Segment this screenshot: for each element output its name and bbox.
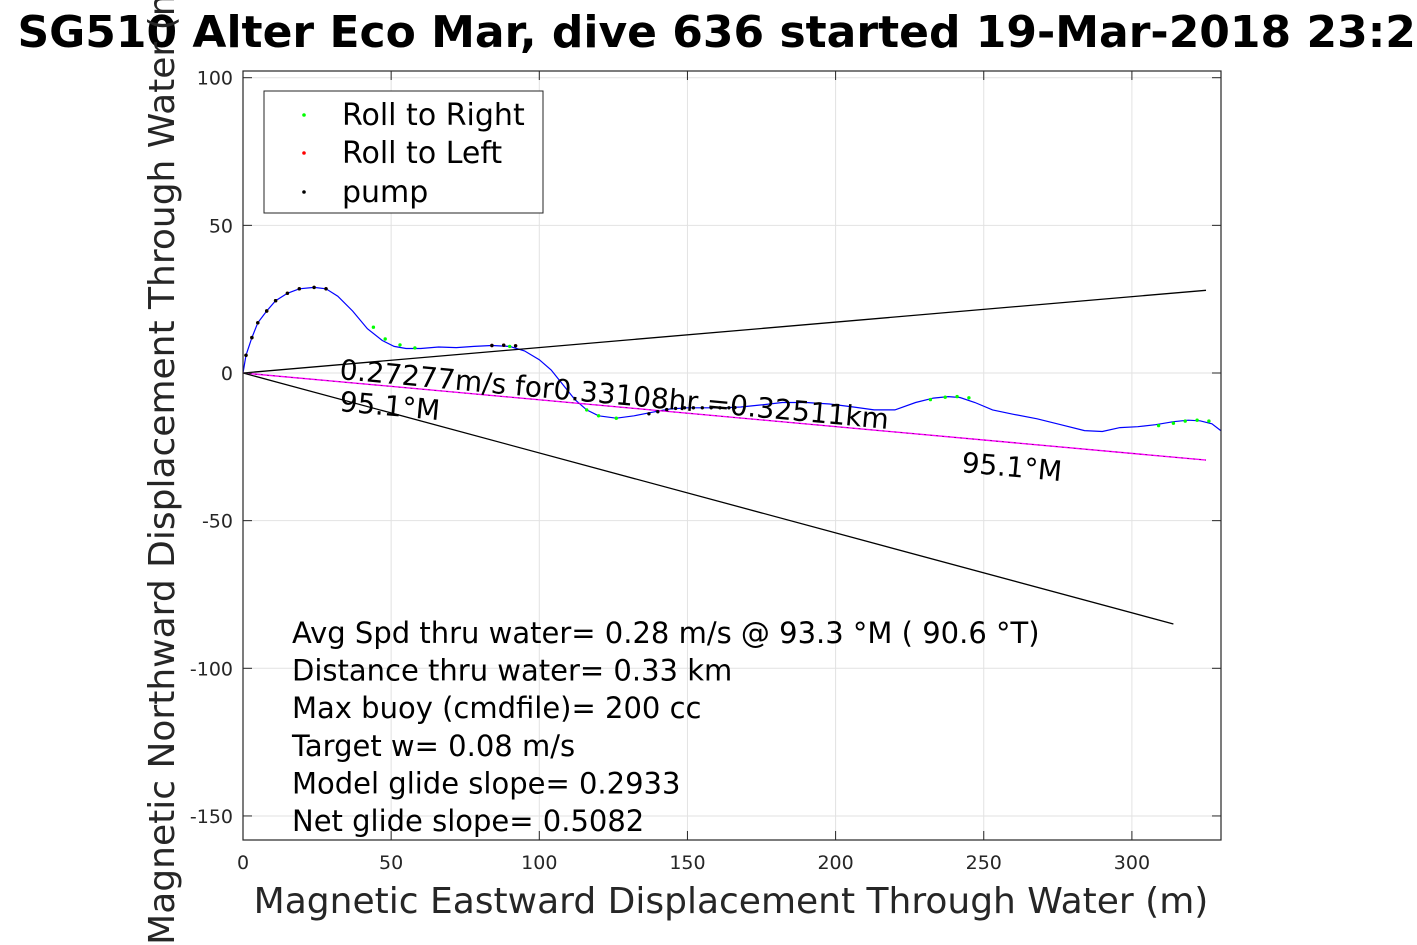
heading-line-overlay <box>243 372 1207 461</box>
point-roll-to-right <box>967 396 971 400</box>
stat-line: Net glide slope= 0.5082 <box>292 804 644 838</box>
chart-title: SG510 Alter Eco Mar, dive 636 started 19… <box>17 7 1417 58</box>
legend-marker-roll-left <box>302 151 306 155</box>
point-pump <box>727 406 731 410</box>
point-roll-to-right <box>1156 423 1161 428</box>
x-tick-label: 250 <box>966 852 1002 874</box>
point-roll-to-right <box>1183 419 1187 423</box>
legend-box <box>263 90 544 214</box>
point-pump <box>256 321 260 325</box>
point-pump <box>656 410 660 414</box>
point-pump <box>502 343 506 347</box>
y-tick-label: 0 <box>221 363 233 385</box>
legend-label-roll-right: Roll to Right <box>342 98 525 133</box>
track-line <box>243 286 1221 433</box>
legend: Roll to Right Roll to Left pump <box>263 90 544 214</box>
point-roll-to-right <box>596 414 601 418</box>
x-tick-label: 300 <box>1114 852 1150 874</box>
y-tick-label: -100 <box>190 658 233 680</box>
plot-series <box>243 285 1221 625</box>
point-pump <box>718 406 722 410</box>
y-tick-label: -150 <box>190 806 233 828</box>
plot-frame <box>242 70 1222 841</box>
x-tick-label: 150 <box>669 852 705 874</box>
point-roll-to-right <box>1207 419 1211 423</box>
point-pump <box>273 299 278 303</box>
point-roll-to-right <box>943 395 947 399</box>
point-pump <box>265 309 269 313</box>
x-tick-label: 100 <box>521 852 557 874</box>
legend-marker-roll-right <box>302 113 306 117</box>
point-pump <box>312 285 316 290</box>
point-pump <box>297 287 301 291</box>
point-roll-to-right <box>1171 421 1176 425</box>
legend-label-roll-left: Roll to Left <box>342 136 502 171</box>
point-roll-to-right <box>398 343 402 347</box>
point-pump <box>250 335 254 340</box>
point-pump <box>513 344 518 348</box>
point-roll-to-right <box>928 397 933 402</box>
y-tick-label: 100 <box>197 68 233 90</box>
point-roll-to-right <box>383 337 387 341</box>
stat-line: Max buoy (cmdfile)= 200 cc <box>292 691 701 725</box>
point-pump <box>691 406 696 410</box>
x-tick-label: 0 <box>237 852 249 874</box>
cone-line <box>243 289 1207 374</box>
stat-line: Avg Spd thru water= 0.28 m/s @ 93.3 °M (… <box>292 616 1040 650</box>
point-pump <box>490 343 494 348</box>
stat-line: Distance thru water= 0.33 km <box>292 654 732 688</box>
x-axis-label: Magnetic Eastward Displacement Through W… <box>254 881 1209 922</box>
legend-label-pump: pump <box>342 175 428 210</box>
point-pump <box>244 353 248 357</box>
stat-line: Model glide slope= 0.2933 <box>292 766 680 800</box>
point-pump <box>665 407 669 412</box>
x-tick-label: 50 <box>379 852 403 874</box>
y-axis-label: Magnetic Northward Displacement Through … <box>142 0 183 945</box>
point-pump <box>673 406 678 411</box>
dive-stats-block: Avg Spd thru water= 0.28 m/s @ 93.3 °M (… <box>291 616 1040 838</box>
point-pump <box>682 406 687 410</box>
point-pump <box>733 405 737 410</box>
point-pump <box>709 406 713 410</box>
point-pump <box>324 287 328 291</box>
y-tick-label: -50 <box>202 511 233 533</box>
point-pump <box>700 406 704 410</box>
x-tick-label: 200 <box>817 852 853 874</box>
point-roll-to-right <box>413 346 417 350</box>
point-roll-to-right <box>585 408 589 412</box>
axis-ticks: 0 50 100 150 200 250 300 100 50 0 -50 -100 -150 <box>190 68 1221 874</box>
point-roll-to-right <box>614 416 618 420</box>
point-pump <box>647 412 651 416</box>
y-tick-label: 50 <box>209 215 233 237</box>
point-roll-to-right <box>1195 418 1199 422</box>
cone-line <box>243 372 1174 625</box>
stat-line: Target w= 0.08 m/s <box>291 729 575 763</box>
point-roll-to-right <box>371 325 376 329</box>
legend-marker-pump <box>302 190 306 194</box>
point-pump <box>285 291 290 295</box>
point-roll-to-right <box>955 394 959 399</box>
point-roll-to-right <box>508 344 512 349</box>
